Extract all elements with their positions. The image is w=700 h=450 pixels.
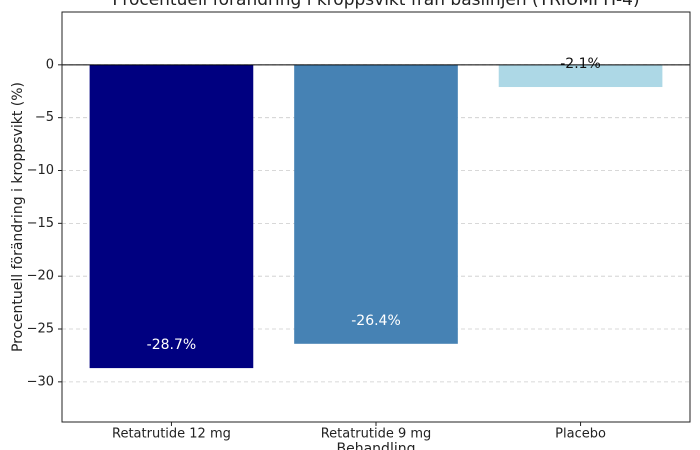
value-label: -28.7% [147,337,197,353]
y-axis-label: Procentuell förändring i kroppsvikt (%) [10,82,26,352]
x-axis-label: Behandling [337,441,416,450]
y-tick-label: −15 [27,216,54,231]
chart-title: Procentuell förändring i kroppsvikt från… [112,0,639,10]
value-label: -2.1% [560,56,601,72]
y-tick-label: −30 [27,374,54,389]
bar [294,64,458,344]
plot-frame [61,11,691,423]
value-label: -26.4% [351,313,401,329]
bar [498,64,663,88]
y-tick-label: −5 [35,110,54,125]
x-tick-label: Retatrutide 12 mg [112,427,231,442]
y-tick-label: −20 [27,269,54,284]
bar [89,64,254,369]
x-tick-label: Retatrutide 9 mg [321,427,432,442]
x-tick-label: Placebo [555,427,606,442]
y-tick-label: −10 [27,163,54,178]
y-tick-label: −25 [27,322,54,337]
y-tick-label: 0 [46,57,54,72]
